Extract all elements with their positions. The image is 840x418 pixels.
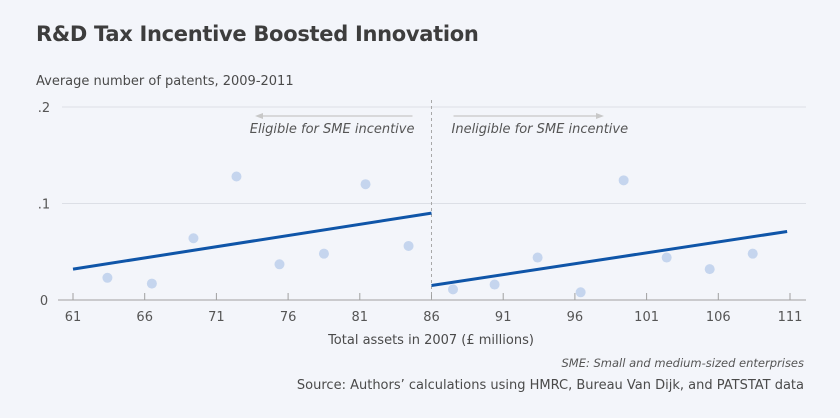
chart-title: R&D Tax Incentive Boosted Innovation [36,22,479,46]
data-point [403,240,414,251]
data-point [318,248,329,259]
x-tick-label: 106 [706,310,731,325]
eligible-fit-line [72,211,432,271]
footnote: SME: Small and medium-sized enterprises [561,356,804,370]
y-tick-label: 0 [40,294,48,309]
data-points [102,171,758,298]
data-point [102,272,113,283]
ineligible-label: Ineligible for SME incentive [452,122,629,137]
source-note: Source: Authors’ calculations using HMRC… [296,378,804,393]
y-tick-label: .2 [38,101,50,116]
x-tick-label: 91 [495,310,512,325]
x-axis-label: Total assets in 2007 (£ millions) [327,333,534,348]
eligible-label: Eligible for SME incentive [250,122,415,137]
data-point [747,248,758,259]
x-tick-label: 101 [634,310,659,325]
data-point [575,287,586,298]
gridlines [62,106,806,204]
annotations: Eligible for SME incentive Ineligible for… [250,113,628,137]
data-point [360,179,371,190]
data-point [489,279,500,290]
data-point [661,252,672,263]
x-tick-label: 86 [423,310,440,325]
x-tick-label: 76 [280,310,297,325]
axes: 0 .1 .2 61 66 71 76 81 86 91 96 101 106 111 [38,100,806,325]
data-point [448,284,459,295]
x-tick-label: 66 [136,310,153,325]
y-axis-label: Average number of patents, 2009-2011 [36,74,294,89]
data-point [188,233,199,244]
left-arrow-head [255,113,263,119]
x-tick-label: 71 [208,310,225,325]
x-tick-label: 96 [567,310,584,325]
right-arrow-head [596,113,604,119]
x-tick-label: 61 [65,310,82,325]
fit-lines [72,211,788,288]
x-tick-label: 81 [352,310,369,325]
data-point [532,252,543,263]
data-point [704,264,715,275]
y-tick-label: .1 [38,198,50,213]
data-point [231,171,242,182]
data-point [618,175,629,186]
data-point [146,278,157,289]
x-tick-label: 111 [778,310,803,325]
data-point [274,259,285,270]
ineligible-fit-line [431,230,788,288]
